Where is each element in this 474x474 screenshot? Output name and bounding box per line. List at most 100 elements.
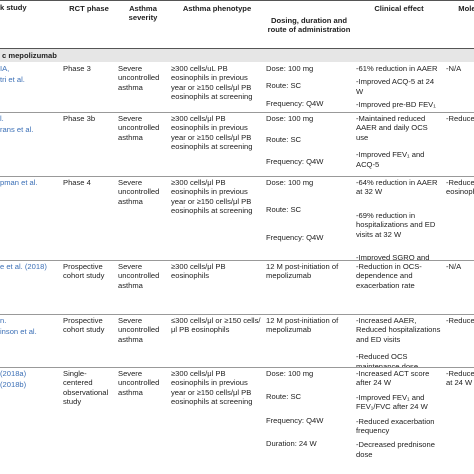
cell-text: tri et al.	[0, 75, 25, 85]
cell-text: IA,	[0, 64, 10, 73]
column-header: Clinical effect	[356, 4, 442, 46]
cell-text: Frequency: Q4W	[266, 415, 324, 425]
rule	[0, 260, 474, 261]
cell-text: -Reduced PB eo	[446, 316, 474, 325]
cell-text: pman et al.	[0, 178, 38, 187]
column-header: k study	[0, 3, 58, 45]
table-cell: ≥300 cells/uL PB eosinophils in previous…	[171, 64, 263, 112]
cell-text: rans et al.	[0, 125, 34, 135]
rule	[0, 0, 474, 1]
cell-text: Single-centered observational study	[63, 369, 109, 407]
cell-text: Frequency: Q4W	[266, 232, 324, 242]
table-cell: Severe uncontrolled asthma	[118, 178, 168, 260]
table-cell: ≥300 cells/μl PB eosinophils in previous…	[171, 178, 263, 260]
cell-text: ≥300 cells/uL PB eosinophils in previous…	[171, 64, 253, 102]
column-header: Asthma severity	[118, 4, 168, 46]
cell-text: -Reduced exacerbation frequency	[356, 416, 435, 436]
cell-text: Phase 3b	[63, 114, 96, 123]
cell-text: Route: SC	[266, 392, 302, 402]
table-cell: Single-centered observational study	[63, 369, 115, 472]
cell-text: -Increased AAER, Reduced hospitalization…	[356, 316, 441, 344]
section-label: c mepolizumab	[0, 49, 474, 62]
cell-text: ≥300 cells/μl PB eosinophils in previous…	[171, 369, 253, 407]
cell-text: -69% reduction in hospitalizations and E…	[356, 210, 436, 239]
cell-text: Severe uncontrolled asthma	[118, 262, 160, 290]
header-text: RCT phase	[69, 4, 109, 13]
cell-text: Dose: 100 mg	[266, 178, 314, 187]
cell-text: -Improved FEV₁ and FEV₁/FVC after 24 W	[356, 392, 428, 412]
table-cell: Phase 4	[63, 178, 115, 260]
table-cell: Severe uncontrolled asthma	[118, 369, 168, 472]
table-cell: Severe uncontrolled asthma	[118, 64, 168, 112]
column-header: Molecular	[446, 4, 474, 46]
cell-text: Prospective cohort study	[63, 316, 105, 335]
cell-text: Duration: 24 W	[266, 439, 317, 449]
table-cell: Dose: 100 mg Route: SC Frequency: Q4W Durat…	[266, 369, 352, 472]
cell-text: Prospective cohort study	[63, 262, 105, 281]
cell-text: -Reduction in OCS-dependence and exacerb…	[356, 262, 422, 290]
table-cell: 12 M post-initiation of mepolizumab	[266, 262, 352, 314]
table-cell: -64% reduction in AAER at 32 W -69% reduc…	[356, 178, 442, 260]
cell-text: Route: SC	[266, 81, 302, 91]
table-cell: -Increased ACT score after 24 W -Improved…	[356, 369, 442, 472]
header-text: k study	[0, 3, 27, 12]
header-text: Dosing, duration and route of administra…	[267, 15, 351, 34]
table-cell: l. rans et al.	[0, 114, 58, 176]
cell-text: -Increased ACT score after 24 W	[356, 369, 430, 388]
table-cell: 12 M post-initiation of mepolizumab	[266, 316, 352, 367]
header-text: Asthma phenotype	[182, 4, 252, 13]
rule	[0, 314, 474, 315]
table-cell: -Maintained reduced AAER and daily OCS u…	[356, 114, 442, 176]
cell-text: n.	[0, 316, 7, 325]
cell-text: ≤300 cells/μl or ≥150 cells/μl PB eosino…	[171, 316, 261, 335]
cell-text: Severe uncontrolled asthma	[118, 369, 160, 397]
cell-text: Phase 3	[63, 64, 91, 73]
cell-text: ≥300 cells/μl PB eosinophils in previous…	[171, 114, 253, 152]
cell-text: Dose: 100 mg	[266, 64, 314, 73]
rule	[0, 48, 474, 49]
cell-text: -Improved SGRQ and pre-BD FEV₁ at 32 W	[356, 253, 430, 260]
cell-text: 12 M post-initiation of mepolizumab	[266, 316, 339, 335]
header-text: Asthma severity	[128, 4, 158, 23]
rule	[0, 367, 474, 368]
cell-text: -Reduced OCS maintenance dose	[356, 352, 419, 367]
cell-text: Frequency: Q4W	[266, 156, 324, 166]
cell-text: Phase 4	[63, 178, 91, 187]
table-cell: -N/A	[446, 262, 474, 314]
table-cell: -Increased AAER, Reduced hospitalization…	[356, 316, 442, 367]
table-cell: ≥300 cells/μl PB eosinophils in previous…	[171, 369, 263, 472]
column-header: Asthma phenotype	[171, 4, 263, 46]
cell-text: ≥300 cells/μl PB eosinophils in previous…	[171, 178, 253, 216]
cell-text: -N/A	[446, 64, 462, 73]
table-cell: Phase 3	[63, 64, 115, 112]
table-cell: -Reduced PB eo at 24 W	[446, 369, 474, 472]
cell-text: e et al. (2018)	[0, 262, 47, 271]
cell-text: -61% reduction in AAER	[356, 64, 438, 73]
column-header: RCT phase	[63, 4, 115, 46]
cell-text: Dose: 100 mg	[266, 369, 314, 378]
table-cell: Severe uncontrolled asthma	[118, 316, 168, 367]
cell-text: -Reduced PB eo	[446, 114, 474, 123]
cell-text: Route: SC	[266, 135, 302, 145]
cell-text: (2018b)	[0, 380, 27, 390]
table-cell: -Reduction in OCS-dependence and exacerb…	[356, 262, 442, 314]
table-cell: ≥300 cells/μl PB eosinophils in previous…	[171, 114, 263, 176]
table-cell: ≤300 cells/μl or ≥150 cells/μl PB eosino…	[171, 316, 263, 367]
table-cell: Severe uncontrolled asthma	[118, 262, 168, 314]
table-cell: Prospective cohort study	[63, 262, 115, 314]
cell-text: -Improved FEV₁ and ACQ-5	[356, 150, 425, 169]
cell-text: -64% reduction in AAER at 32 W	[356, 178, 438, 197]
cell-text: Severe uncontrolled asthma	[118, 114, 160, 142]
cell-text: Severe uncontrolled asthma	[118, 64, 160, 92]
cell-text: Frequency: Q4W	[266, 98, 324, 108]
cell-text: -Improved pre-BD FEV₁ at 24 W	[356, 100, 436, 112]
cell-text: -Improved ACQ-5 at 24 W	[356, 77, 435, 96]
header-text: Molecular	[458, 4, 474, 13]
table-cell: Prospective cohort study	[63, 316, 115, 367]
cell-text: ≥300 cells/μl PB eosinophils	[171, 262, 226, 281]
table-cell: e et al. (2018)	[0, 262, 58, 314]
table-cell: -N/A	[446, 64, 474, 112]
